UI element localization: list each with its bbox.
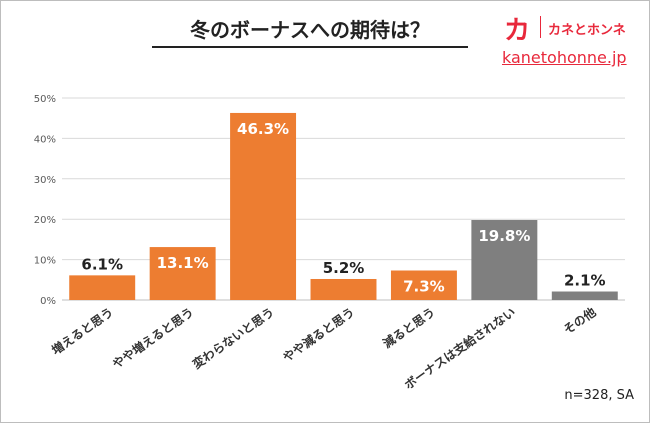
data-label: 46.3% xyxy=(237,120,289,138)
brand-url[interactable]: kanetohonne.jp xyxy=(502,48,627,67)
bar xyxy=(390,270,457,300)
x-tick-label: 減ると思う xyxy=(380,304,438,351)
bar xyxy=(471,220,538,300)
data-label: 6.1% xyxy=(81,255,123,273)
x-tick-label: 変わらないと思う xyxy=(190,304,277,371)
data-label: 5.2% xyxy=(323,259,365,277)
x-tick-label: やや減ると思う xyxy=(280,304,357,364)
data-label: 2.1% xyxy=(564,272,606,290)
brand-separator xyxy=(540,16,541,38)
bar xyxy=(69,275,136,300)
brand-mark: カ xyxy=(504,16,531,46)
brand-name: カネとホンネ xyxy=(548,23,626,38)
y-tick-label: 30% xyxy=(34,175,56,186)
data-label: 13.1% xyxy=(157,254,209,272)
bar xyxy=(551,291,618,300)
y-tick-label: 0% xyxy=(40,296,56,307)
y-tick-label: 40% xyxy=(34,134,56,145)
y-tick-label: 10% xyxy=(34,256,56,267)
bar xyxy=(310,278,377,300)
brand-logo: カ カネとホンネ kanetohonne.jp xyxy=(500,10,640,70)
data-label: 7.3% xyxy=(403,278,445,296)
y-tick-label: 50% xyxy=(34,94,56,105)
chart-title: 冬のボーナスへの期待は？ xyxy=(190,18,430,42)
title-underline xyxy=(152,46,468,48)
bar xyxy=(230,112,297,300)
y-tick-label: 20% xyxy=(34,215,56,226)
bar xyxy=(149,247,216,300)
sample-note: n=328, SA xyxy=(564,388,634,403)
data-label: 19.8% xyxy=(478,227,530,245)
x-tick-label: その他 xyxy=(560,304,598,337)
x-tick-label: 増えると思う xyxy=(49,304,116,357)
x-tick-label: やや増えると思う xyxy=(109,304,196,371)
